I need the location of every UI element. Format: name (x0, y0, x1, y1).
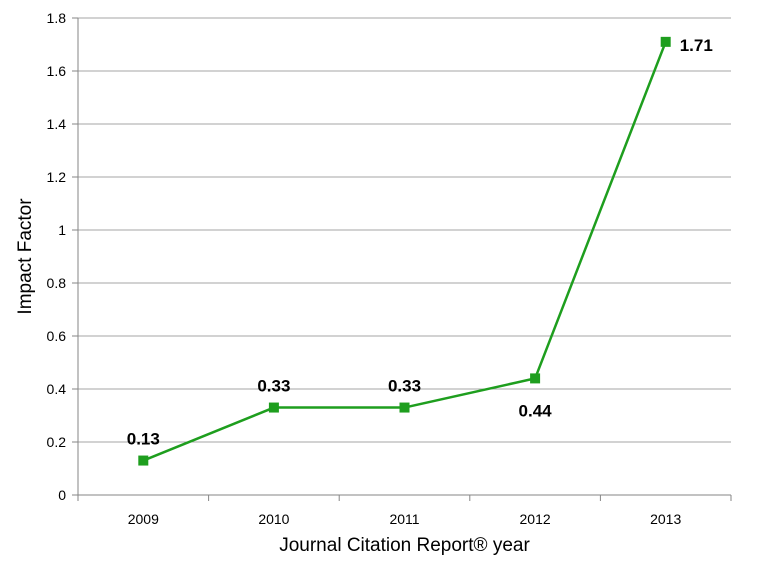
y-tick-label-5: 1 (58, 222, 66, 238)
x-tick-label-0: 2009 (128, 511, 159, 527)
y-tick-label-4: 0.8 (47, 275, 67, 291)
data-label-2: 0.33 (388, 377, 421, 396)
data-point-1 (268, 402, 279, 413)
y-tick-label-3: 0.6 (47, 328, 67, 344)
y-tick-label-0: 0 (58, 487, 66, 503)
series-line-0 (142, 41, 667, 462)
x-axis-title: Journal Citation Report® year (279, 535, 530, 556)
data-label-4: 1.71 (680, 36, 713, 55)
data-label-1: 0.33 (257, 377, 290, 396)
data-point-3 (530, 373, 541, 384)
gridlines (78, 17, 731, 443)
y-tick-label-6: 1.2 (47, 169, 67, 185)
axes (72, 17, 732, 501)
y-tick-label-9: 1.8 (47, 10, 67, 26)
y-tick-labels: 0 0.2 0.4 0.6 0.8 1 1.2 1.4 1.6 1.8 (47, 10, 67, 503)
y-tick-label-7: 1.4 (47, 116, 67, 132)
y-tick-label-2: 0.4 (47, 381, 67, 397)
x-tick-label-1: 2010 (258, 511, 289, 527)
series-group (138, 36, 671, 466)
x-tick-label-3: 2012 (520, 511, 551, 527)
data-label-0: 0.13 (127, 430, 160, 449)
data-point-2 (399, 402, 410, 413)
y-tick-label-1: 0.2 (47, 434, 67, 450)
data-labels: 0.13 0.33 0.33 0.44 1.71 (127, 36, 713, 449)
x-tick-labels: 2009 2010 2011 2012 2013 (128, 511, 682, 527)
y-axis-title: Impact Factor (15, 198, 36, 315)
x-tick-label-4: 2013 (650, 511, 681, 527)
data-point-4 (660, 36, 671, 47)
data-label-3: 0.44 (519, 401, 553, 420)
x-tick-label-2: 2011 (389, 511, 419, 527)
y-tick-label-8: 1.6 (47, 63, 67, 79)
data-point-0 (138, 455, 149, 466)
